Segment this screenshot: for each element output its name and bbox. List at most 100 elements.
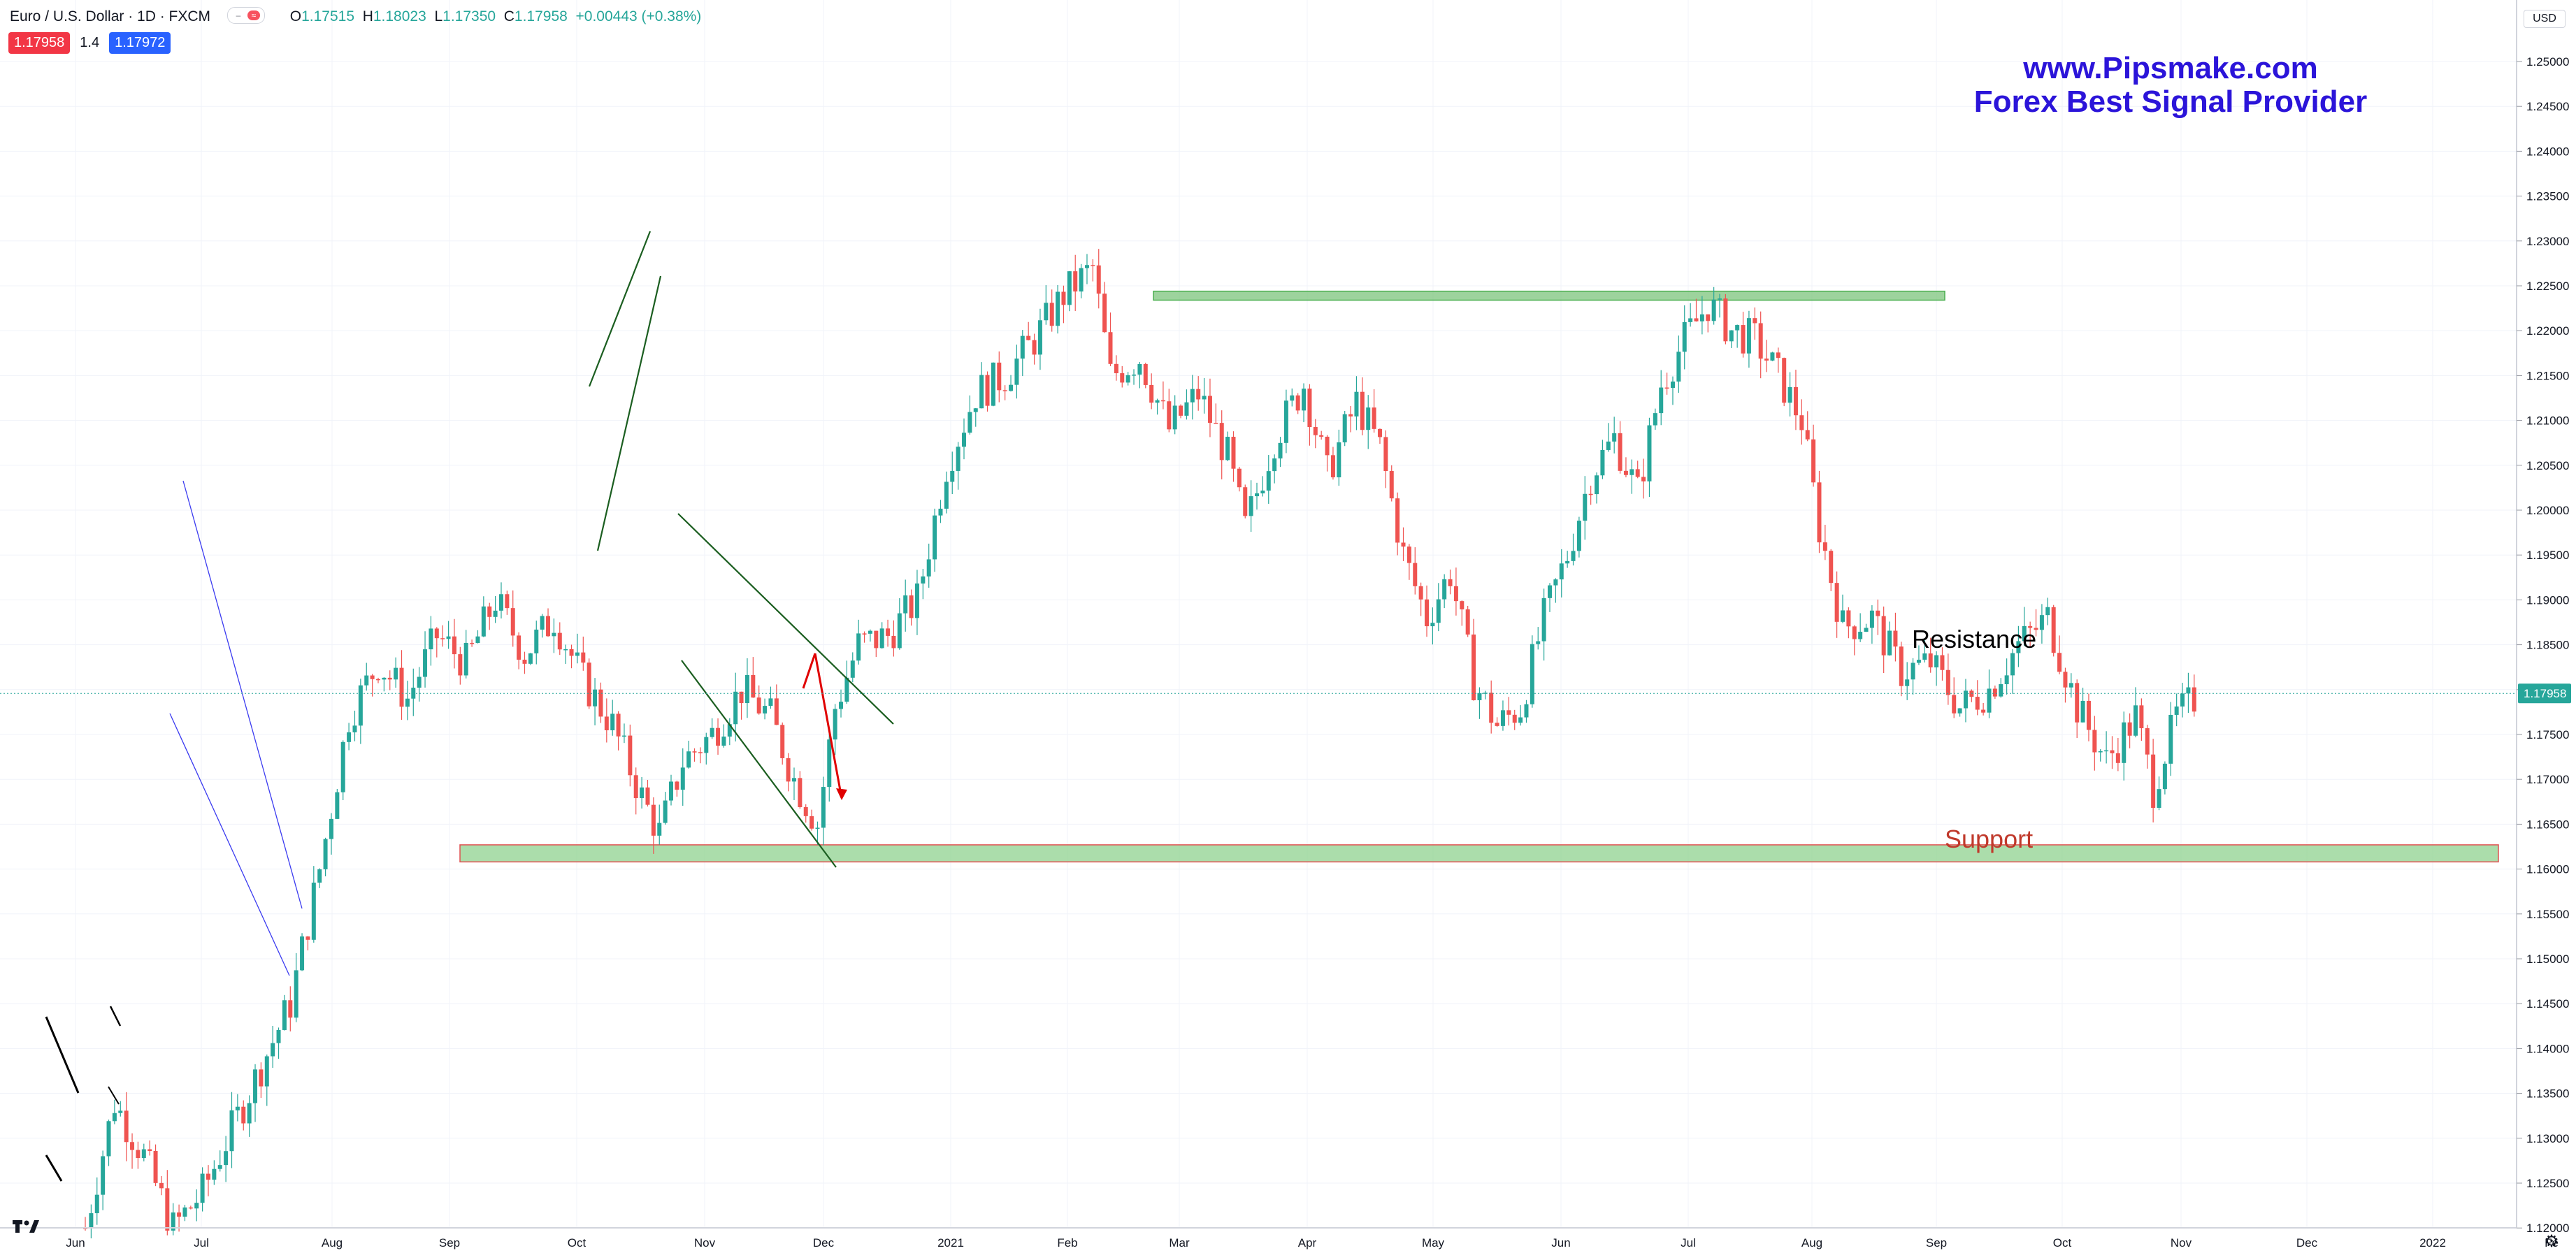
candle-down: [633, 775, 638, 799]
time-tick-label: May: [1422, 1236, 1445, 1250]
candle-down: [1418, 586, 1423, 600]
candle-down: [124, 1110, 129, 1143]
projection-arrow-down: [814, 653, 843, 799]
candle-up: [640, 787, 645, 799]
price-tick-label: 1.23500: [2526, 190, 2569, 203]
candle-up: [956, 447, 960, 471]
time-tick-label: Feb: [1057, 1236, 1077, 1250]
candle-down: [1348, 414, 1353, 417]
price-tick-label: 1.22500: [2526, 280, 2569, 293]
candle-up: [1278, 442, 1283, 459]
candle-down: [569, 649, 574, 656]
candle-up: [1337, 442, 1341, 478]
green-channel-line: [681, 660, 837, 868]
candle-down: [288, 1000, 293, 1018]
candle-down: [147, 1149, 152, 1151]
candle-down: [1143, 363, 1148, 385]
candle-up: [833, 709, 837, 740]
candle-down: [1952, 695, 1957, 714]
time-tick-label: Fe: [2545, 1236, 2559, 1250]
candle-up: [839, 702, 844, 709]
candle-up: [657, 823, 662, 836]
candle-down: [241, 1106, 246, 1124]
candle-down: [997, 362, 1002, 391]
sell-button[interactable]: 1.17958: [8, 32, 71, 54]
candle-down: [434, 628, 439, 639]
candle-up: [552, 632, 556, 637]
candle-up: [1436, 599, 1441, 623]
candle-up: [856, 633, 861, 661]
candle-up: [897, 613, 902, 649]
candle-up: [1659, 387, 1664, 414]
candle-down: [1635, 469, 1640, 477]
candles-layer: [83, 249, 2196, 1239]
indicator-toggle-icon[interactable]: – ≈: [226, 7, 265, 24]
candle-up: [1735, 325, 1740, 331]
candle-up: [1477, 693, 1482, 700]
candle-down: [1829, 551, 1834, 584]
black-trendline: [45, 1016, 80, 1094]
candle-down: [2034, 628, 2038, 630]
candle-down: [1881, 616, 1886, 656]
trade-buttons: 1.17958 1.4 1.17972: [8, 32, 171, 54]
candle-up: [1841, 610, 1845, 622]
candle-down: [1822, 542, 1827, 551]
candle-up: [1249, 496, 1253, 516]
candle-down: [1406, 546, 1411, 563]
currency-selector[interactable]: USD: [2524, 10, 2566, 28]
candle-up: [2068, 683, 2073, 688]
candle-down: [1852, 626, 1857, 639]
candle-up: [1125, 375, 1130, 383]
candle-up: [224, 1151, 229, 1166]
candle-down: [1472, 635, 1476, 700]
candle-down: [675, 781, 679, 790]
candle-down: [616, 714, 621, 737]
candle-down: [1992, 688, 1997, 697]
candle-up: [358, 685, 363, 726]
last-price-badge: [2518, 683, 2571, 704]
close-value: 1.17958: [514, 8, 568, 24]
buy-button[interactable]: 1.17972: [109, 32, 171, 54]
candle-down: [739, 691, 744, 704]
candle-up: [991, 362, 995, 406]
candle-down: [810, 816, 814, 829]
candle-up: [212, 1168, 217, 1180]
candle-up: [1283, 400, 1288, 443]
time-tick-label: Jun: [66, 1236, 85, 1250]
candle-down: [909, 595, 914, 618]
candle-up: [463, 642, 468, 676]
settings-gear-icon[interactable]: ⚙: [2544, 1232, 2559, 1251]
zones-layer: [459, 290, 2499, 863]
candle-up: [540, 616, 545, 630]
candle-down: [645, 787, 650, 805]
candle-down: [487, 606, 492, 617]
candle-down: [470, 642, 475, 644]
symbol-title[interactable]: Euro / U.S. Dollar · 1D · FXCM: [10, 8, 211, 24]
candle-down: [1214, 423, 1218, 424]
candle-up: [1553, 579, 1558, 586]
candle-up: [1020, 335, 1025, 359]
tradingview-logo-icon[interactable]: [13, 1217, 41, 1236]
candle-up: [229, 1110, 234, 1152]
candle-up: [423, 649, 428, 677]
candle-up: [610, 714, 615, 731]
candle-up: [1014, 358, 1019, 385]
candle-down: [2139, 705, 2144, 729]
candle-up: [382, 677, 387, 680]
time-axis[interactable]: Jun Jul Aug Sep Oct Nov Dec 2021 Feb Mar Apr May Jun…: [66, 1236, 2559, 1250]
symbol-header: Euro / U.S. Dollar · 1D · FXCM – ≈ O1.175…: [10, 7, 701, 25]
candle-down: [1330, 455, 1335, 478]
candle-up: [446, 636, 451, 639]
candle-down: [604, 716, 609, 731]
candle-up: [1500, 710, 1505, 726]
price-axis[interactable]: 1.25000 1.24500 1.24000 1.23500 1.23000 1.225…: [2517, 55, 2569, 1235]
candle-up: [94, 1194, 99, 1214]
candle-down: [1945, 669, 1950, 695]
candle-down: [1706, 314, 1711, 321]
candle-down: [2115, 753, 2120, 763]
candle-up: [950, 470, 955, 482]
arrowhead-icon: [836, 788, 847, 800]
candle-down: [2075, 683, 2080, 723]
candle-down: [1506, 710, 1511, 715]
